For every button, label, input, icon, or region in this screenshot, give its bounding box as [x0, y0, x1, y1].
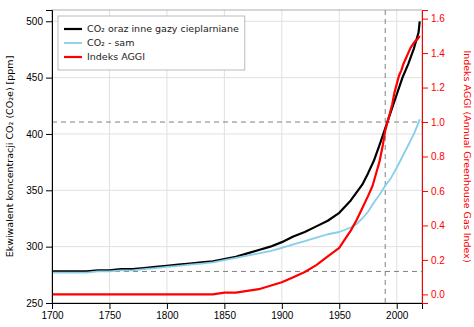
- tick: 1850: [214, 303, 237, 321]
- tick-mark: [46, 190, 52, 191]
- x-axis: 1700 1750 1800 1850 1900 1950 2000: [41, 303, 422, 321]
- tick: 300: [26, 241, 52, 252]
- tick: 400: [26, 129, 52, 140]
- tick: 450: [26, 72, 52, 83]
- y2-axis: 0.0 0.2 0.4 0.6 0.8 1.0 1.2 1.4 1.6: [422, 11, 445, 304]
- legend-swatch: [64, 42, 82, 44]
- tick: 1900: [271, 303, 294, 321]
- legend-swatch: [64, 56, 82, 58]
- tick-mark: [282, 303, 283, 309]
- tick-label: 1700: [41, 310, 64, 321]
- tick-label: 500: [26, 16, 43, 27]
- tick-mark: [46, 21, 52, 22]
- tick-label: 0.0: [431, 289, 445, 300]
- series-line: [52, 36, 420, 295]
- tick: 0.8: [422, 151, 445, 162]
- marks: [52, 10, 422, 303]
- tick: 1750: [99, 303, 122, 321]
- tick-mark: [167, 303, 168, 309]
- tick-label: 350: [26, 185, 43, 196]
- reference-line: [385, 10, 386, 303]
- y2-axis-title: Indeks AGGI (Annual Greenhouse Gas Index…: [462, 50, 473, 262]
- legend-label: CO₂ oraz inne gazy cieplarniane: [87, 23, 239, 34]
- tick: 0.2: [422, 255, 445, 266]
- tick-label: 0.8: [431, 151, 445, 162]
- tick: 0.0: [422, 289, 445, 300]
- grid: [52, 10, 422, 303]
- tick: 350: [26, 185, 52, 196]
- tick-mark: [422, 191, 428, 192]
- tick-mark: [46, 247, 52, 248]
- tick: 1.6: [422, 13, 445, 24]
- tick: 1800: [156, 303, 179, 321]
- tick-mark: [46, 303, 52, 304]
- tick-label: 0.2: [431, 255, 445, 266]
- tick-mark: [422, 260, 428, 261]
- tick-label: 400: [26, 129, 43, 140]
- legend-swatch: [64, 28, 82, 30]
- tick-mark: [46, 78, 52, 79]
- tick-label: 0.4: [431, 220, 445, 231]
- tick-label: 2000: [386, 310, 409, 321]
- series-line: [52, 119, 420, 272]
- legend: CO₂ oraz inne gazy cieplarniane CO₂ - sam…: [58, 16, 245, 70]
- tick-mark: [422, 122, 428, 123]
- tick-mark: [46, 134, 52, 135]
- legend-label: CO₂ - sam: [87, 37, 134, 48]
- tick-mark: [422, 19, 428, 20]
- grid-line-x: [339, 10, 340, 303]
- tick: 0.6: [422, 186, 445, 197]
- tick-label: 1.2: [431, 82, 445, 93]
- axis-line: [423, 11, 429, 304]
- tick-label: 1.0: [431, 117, 445, 128]
- tick: 0.4: [422, 220, 445, 231]
- grid-line-y: [52, 190, 422, 191]
- tick-mark: [224, 303, 225, 309]
- grid-line-y: [52, 246, 422, 247]
- tick: 1950: [329, 303, 352, 321]
- tick-label: 1.4: [431, 48, 445, 59]
- axis-line: [46, 11, 53, 304]
- tick-mark: [397, 303, 398, 309]
- tick-label: 1.6: [431, 13, 445, 24]
- tick: 500: [26, 16, 52, 27]
- legend-box: [58, 16, 245, 70]
- tick-mark: [339, 303, 340, 309]
- chart: 1700 1750 1800 1850 1900 1950 2000 250 300 350 400…: [0, 0, 474, 327]
- tick-mark: [422, 294, 428, 295]
- tick: 2000: [386, 303, 409, 321]
- reference-line: [52, 122, 422, 123]
- y-axis: 250 300 350 400 450 500: [26, 11, 52, 309]
- plot: 1700 1750 1800 1850 1900 1950 2000 250 300 350 400…: [26, 10, 445, 321]
- tick-label: 1800: [156, 310, 179, 321]
- axis-line: [53, 304, 423, 310]
- grid-line-x: [396, 10, 397, 303]
- tick: 1.0: [422, 117, 445, 128]
- grid-line-x: [281, 10, 282, 303]
- y-axis-title: Ekwiwalent koncentracji CO₂ (CO₂e) [ppm]: [4, 56, 15, 258]
- tick: 1.2: [422, 82, 445, 93]
- tick-label: 250: [26, 298, 43, 309]
- legend-label: Indeks AGGI: [87, 51, 145, 62]
- tick-label: 300: [26, 241, 43, 252]
- tick-mark: [422, 88, 428, 89]
- tick-label: 1850: [214, 310, 237, 321]
- tick: 1.4: [422, 48, 445, 59]
- tick: 1700: [41, 303, 64, 321]
- tick-mark: [422, 225, 428, 226]
- tick-label: 450: [26, 72, 43, 83]
- tick-mark: [422, 157, 428, 158]
- tick-mark: [422, 53, 428, 54]
- tick: 250: [26, 298, 52, 309]
- tick-mark: [109, 303, 110, 309]
- grid-line-y: [52, 77, 422, 78]
- plot-frame: [52, 10, 422, 303]
- tick-label: 1900: [271, 310, 294, 321]
- tick-label: 1750: [99, 310, 122, 321]
- tick-label: 1950: [329, 310, 352, 321]
- tick-label: 0.6: [431, 186, 445, 197]
- grid-line-y: [52, 133, 422, 134]
